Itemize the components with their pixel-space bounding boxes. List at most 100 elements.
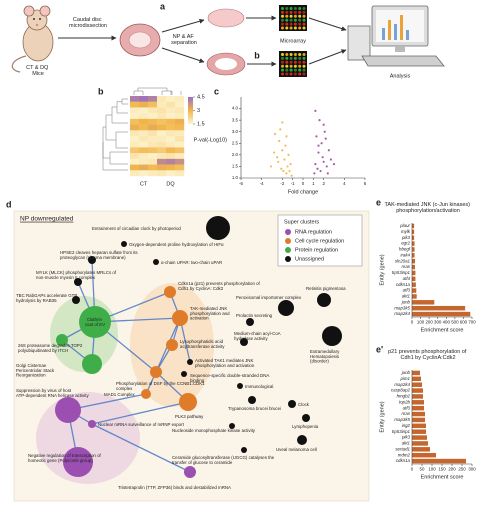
array-spot — [298, 56, 302, 60]
microarray-icon — [279, 5, 307, 31]
node-label: TBC RabGAPs accelerate GTP hydrolysis by… — [16, 293, 78, 303]
text-line: Nucleoside monophosphate kinase activity — [172, 428, 256, 433]
node — [55, 397, 81, 423]
heat-cell — [166, 124, 176, 131]
node-label: Sequence-specific double-stranded DNA bi… — [190, 373, 270, 383]
x-tick-label: 150 — [438, 467, 446, 472]
heat-cell — [175, 96, 185, 102]
bar — [412, 247, 415, 252]
text-line: MYLK (MLCK) phosphorylates MRLCs of — [36, 270, 117, 275]
array-spot — [285, 60, 289, 64]
heat-cell — [148, 141, 158, 148]
node-label: PLK3 pathway — [175, 414, 204, 419]
x-tick-label: 100 — [428, 467, 436, 472]
node-label: Nuclear mRNA surveillance of mRNP export — [98, 422, 185, 427]
text-line: activation — [190, 316, 209, 321]
heat-cell — [139, 130, 149, 137]
bar — [412, 264, 415, 270]
node — [288, 400, 296, 408]
category-label: pim1 — [399, 376, 410, 381]
x-tick-label: 250 — [458, 467, 466, 472]
node-label: Activated TAK1 mediates JNK phosphorylat… — [195, 358, 255, 368]
x-tick-label: 200 — [425, 320, 433, 325]
x-tick-label: -4 — [260, 181, 264, 186]
text-line: 26S proteasome degrades TOP2 — [18, 343, 84, 348]
text-line: TBC RabGAPs accelerate GTP — [16, 293, 78, 298]
text-line: proteoglycan (plasma membrane) — [60, 255, 126, 260]
x-tick-label: 50 — [420, 467, 425, 472]
text-line: p21 prevents phosphorylation of — [388, 349, 468, 355]
array-spot — [293, 22, 297, 26]
point — [269, 165, 273, 168]
node — [240, 338, 248, 346]
heat-cell — [175, 170, 185, 177]
category-label: junb — [401, 370, 411, 375]
heat-cell — [139, 153, 149, 160]
text-line: complex — [116, 386, 133, 391]
legend-swatch — [285, 229, 291, 235]
point — [324, 137, 327, 140]
node-label: Golgi Cisternae Pericentriolar Stack Reo… — [16, 363, 55, 378]
node — [141, 389, 151, 399]
heat-cell — [157, 96, 167, 102]
heat-cell — [139, 147, 149, 154]
array-spot — [302, 22, 306, 26]
edge — [91, 401, 189, 425]
node-label: Uveal melanoma cell — [276, 447, 317, 452]
array-spot — [302, 64, 306, 68]
node — [164, 286, 176, 298]
text-line: Clock — [298, 402, 310, 407]
heat-cell — [157, 130, 167, 137]
legend-label: Unassigned — [295, 256, 324, 262]
node — [302, 414, 310, 422]
node — [241, 447, 247, 453]
x-axis-label: Enrichment score — [421, 327, 464, 333]
heat-cell — [130, 101, 140, 108]
array-spot — [289, 64, 293, 68]
point — [325, 165, 328, 168]
text-line: acyltransferase activity — [180, 344, 225, 349]
point — [274, 132, 277, 136]
point — [285, 172, 288, 175]
array-spot — [281, 10, 284, 14]
point — [326, 172, 329, 175]
text-line: Medium-chain acyl-CoA — [234, 331, 282, 336]
array-spot — [289, 7, 293, 10]
bar — [412, 258, 415, 264]
bar — [412, 452, 436, 458]
array-spot — [281, 60, 284, 64]
array-spot — [289, 56, 293, 60]
node — [63, 447, 93, 477]
heat-cell — [157, 153, 167, 160]
bar — [412, 400, 424, 405]
x-tick-label: -6 — [239, 181, 243, 186]
text-line: Entrainment of circadian clock by photop… — [92, 226, 181, 231]
bar — [412, 388, 423, 393]
arrow — [161, 47, 205, 63]
text-line: Phosphorylation of DSF by the CCNB1:CDK1 — [116, 381, 206, 386]
array-spot — [298, 72, 302, 76]
array-spot — [285, 56, 289, 60]
x-tick-label: -2 — [280, 181, 284, 186]
category-label: junb — [401, 299, 411, 304]
node — [153, 259, 159, 265]
panel-label: e' — [376, 344, 383, 354]
array-spot — [298, 26, 302, 30]
text-line: transfer of glucose to ceramide — [172, 460, 233, 465]
x-tick-label: 200 — [448, 467, 456, 472]
array-spot — [293, 53, 297, 56]
node — [317, 293, 331, 307]
y-tick-label: 3.5 — [232, 117, 239, 122]
array-spot — [293, 64, 297, 68]
array-spot — [285, 22, 289, 26]
heat-cell — [139, 141, 149, 148]
node — [56, 334, 68, 346]
heat-cell — [157, 158, 167, 165]
af-icon — [206, 52, 246, 76]
text-line: (disorder) — [310, 359, 329, 364]
heat-cell — [139, 136, 149, 142]
point — [276, 156, 279, 159]
text-line: Retinitis pigmentosa — [306, 286, 346, 291]
point — [322, 123, 325, 126]
point — [288, 169, 291, 173]
